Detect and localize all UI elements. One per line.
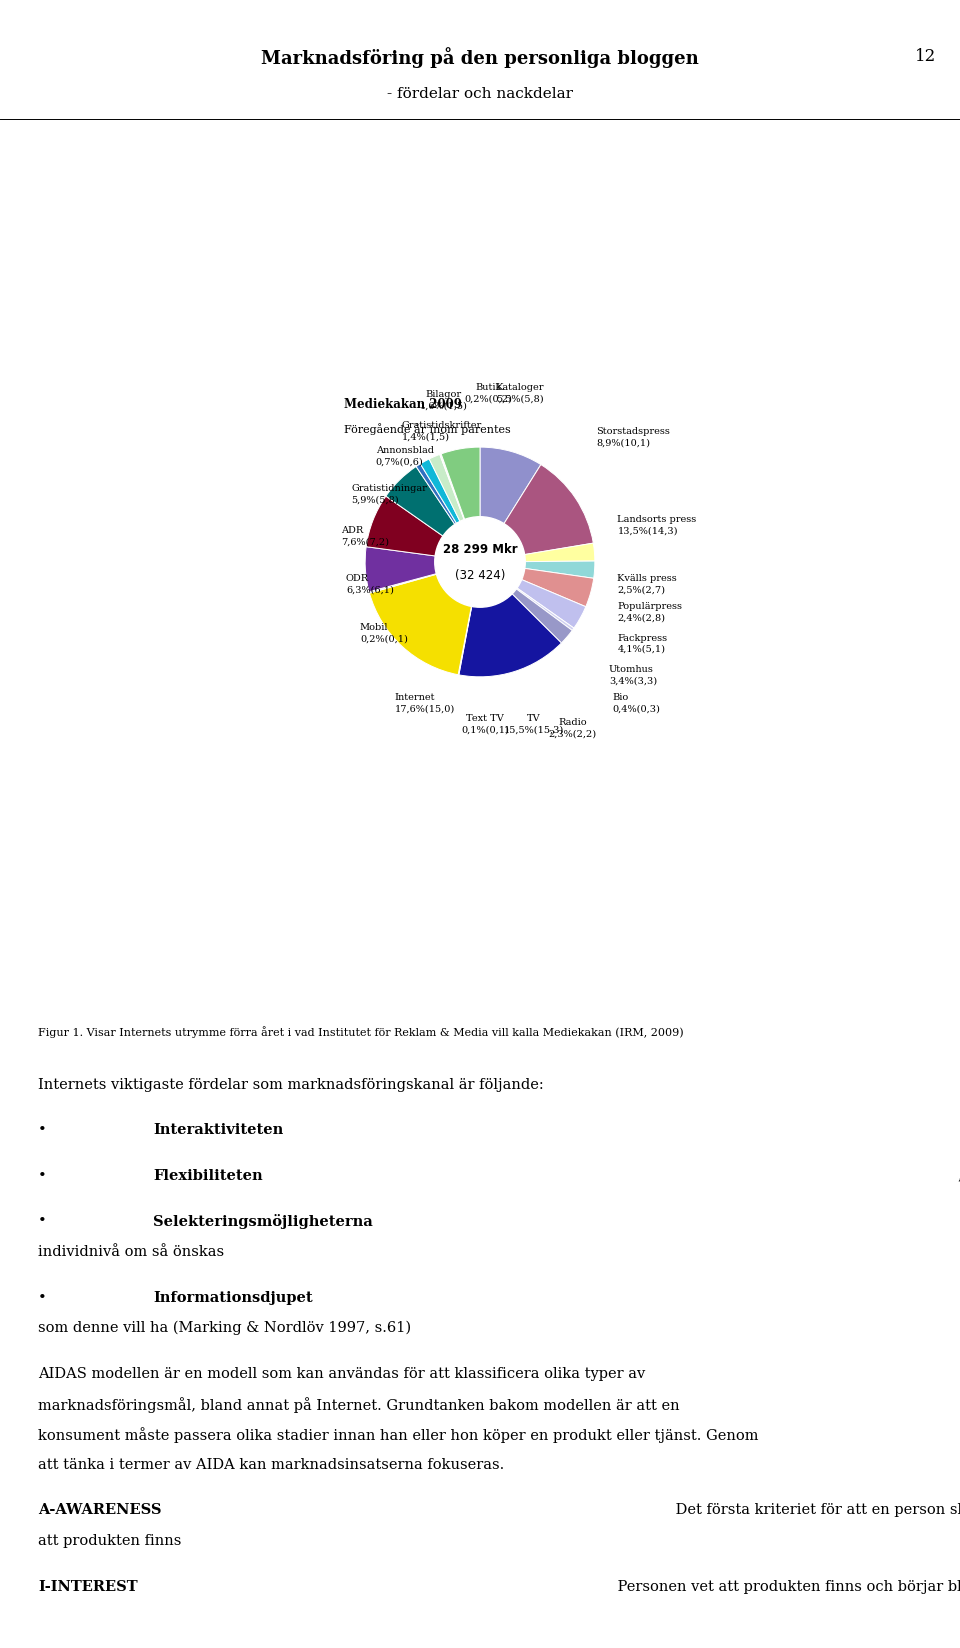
Wedge shape — [370, 562, 480, 674]
Wedge shape — [480, 562, 593, 606]
Wedge shape — [459, 562, 562, 677]
Text: Mobil
0,2%(0,1): Mobil 0,2%(0,1) — [360, 623, 408, 644]
Text: Det första kriteriet för att en person ska köpa en produkt är att denne vet om: Det första kriteriet för att en person s… — [671, 1503, 960, 1518]
Text: TV
15,5%(15,3): TV 15,5%(15,3) — [504, 714, 564, 735]
Text: •: • — [38, 1290, 52, 1305]
Text: Marknadsföring på den personliga bloggen: Marknadsföring på den personliga bloggen — [261, 48, 699, 69]
Wedge shape — [369, 562, 480, 593]
Text: , som gör det möjligt att enkelt testa sig fram till den bästa lösningen: , som gör det möjligt att enkelt testa s… — [958, 1168, 960, 1183]
Text: I-INTEREST: I-INTEREST — [38, 1579, 138, 1594]
Text: 28 299 Mkr: 28 299 Mkr — [443, 544, 517, 557]
Text: ODR
6,3%(6,1): ODR 6,3%(6,1) — [346, 575, 394, 595]
Text: (32 424): (32 424) — [455, 570, 505, 582]
Wedge shape — [480, 544, 595, 562]
Text: Selekteringsmöjligheterna: Selekteringsmöjligheterna — [154, 1215, 373, 1229]
Wedge shape — [480, 560, 595, 578]
Text: Personen vet att produkten finns och börjar bli intresserad: Personen vet att produkten finns och bör… — [613, 1579, 960, 1594]
Wedge shape — [480, 447, 540, 562]
Text: Informationsdjupet: Informationsdjupet — [154, 1290, 313, 1305]
Text: Annonsblad
0,7%(0,6): Annonsblad 0,7%(0,6) — [375, 445, 434, 466]
Text: att produkten finns: att produkten finns — [38, 1534, 181, 1547]
Wedge shape — [365, 547, 480, 592]
Text: Figur 1. Visar Internets utrymme förra året i vad Institutet för Reklam & Media : Figur 1. Visar Internets utrymme förra å… — [38, 1025, 684, 1038]
Text: Föregående år inom parentes: Föregående år inom parentes — [345, 424, 511, 435]
Text: Bilagor
1,6%(1,5): Bilagor 1,6%(1,5) — [420, 391, 468, 410]
Wedge shape — [480, 562, 572, 643]
Text: individnivå om så önskas: individnivå om så önskas — [38, 1244, 225, 1259]
Text: •: • — [38, 1215, 52, 1228]
Text: Bio
0,4%(0,3): Bio 0,4%(0,3) — [612, 692, 660, 714]
Text: 12: 12 — [915, 48, 936, 64]
Text: Butik
0,2%(0,2): Butik 0,2%(0,2) — [465, 382, 513, 404]
Text: som denne vill ha (Marking & Nordlöv 1997, s.61): som denne vill ha (Marking & Nordlöv 199… — [38, 1322, 412, 1335]
Text: Storstadspress
8,9%(10,1): Storstadspress 8,9%(10,1) — [596, 427, 670, 447]
Wedge shape — [480, 562, 574, 631]
Text: Mediekakan 2009: Mediekakan 2009 — [345, 399, 462, 412]
Text: Flexibiliteten: Flexibiliteten — [154, 1168, 263, 1183]
Wedge shape — [480, 465, 593, 562]
Text: Radio
2,3%(2,2): Radio 2,3%(2,2) — [548, 719, 596, 738]
Text: A-AWARENESS: A-AWARENESS — [38, 1503, 162, 1518]
Wedge shape — [386, 466, 480, 562]
Text: Landsorts press
13,5%(14,3): Landsorts press 13,5%(14,3) — [617, 516, 697, 536]
Text: Populärpress
2,4%(2,8): Populärpress 2,4%(2,8) — [617, 602, 683, 623]
Text: konsument måste passera olika stadier innan han eller hon köper en produkt eller: konsument måste passera olika stadier in… — [38, 1427, 759, 1444]
Wedge shape — [442, 447, 480, 562]
Wedge shape — [440, 453, 480, 562]
Text: Gratistidningar
5,9%(5,8): Gratistidningar 5,9%(5,8) — [351, 485, 427, 504]
Wedge shape — [458, 562, 480, 676]
Text: Interaktiviteten: Interaktiviteten — [154, 1124, 283, 1137]
Text: Gratistidskrifter
1,4%(1,5): Gratistidskrifter 1,4%(1,5) — [401, 422, 482, 442]
Text: •: • — [38, 1168, 52, 1183]
Text: ADR
7,6%(7,2): ADR 7,6%(7,2) — [341, 526, 389, 545]
Text: Kvälls press
2,5%(2,7): Kvälls press 2,5%(2,7) — [617, 575, 677, 595]
Wedge shape — [480, 562, 586, 628]
Text: •: • — [38, 1124, 52, 1137]
Text: att tänka i termer av AIDA kan marknadsinsatserna fokuseras.: att tänka i termer av AIDA kan marknadsi… — [38, 1458, 505, 1472]
Text: AIDAS modellen är en modell som kan användas för att klassificera olika typer av: AIDAS modellen är en modell som kan anvä… — [38, 1366, 646, 1381]
Wedge shape — [416, 463, 480, 562]
Wedge shape — [366, 496, 480, 562]
Text: Fackpress
4,1%(5,1): Fackpress 4,1%(5,1) — [617, 633, 667, 654]
Text: Utomhus
3,4%(3,3): Utomhus 3,4%(3,3) — [609, 664, 657, 686]
Text: marknadsföringsmål, bland annat på Internet. Grundtanken bakom modellen är att e: marknadsföringsmål, bland annat på Inter… — [38, 1398, 680, 1412]
Text: Kataloger
5,5%(5,8): Kataloger 5,5%(5,8) — [495, 382, 544, 404]
Wedge shape — [420, 458, 480, 562]
Text: Internet
17,6%(15,0): Internet 17,6%(15,0) — [395, 692, 455, 714]
Text: - fördelar och nackdelar: - fördelar och nackdelar — [387, 87, 573, 101]
Wedge shape — [429, 455, 480, 562]
Text: Internets viktigaste fördelar som marknadsföringskanal är följande:: Internets viktigaste fördelar som markna… — [38, 1078, 544, 1091]
Text: Text TV
0,1%(0,1): Text TV 0,1%(0,1) — [462, 714, 509, 735]
Circle shape — [435, 517, 525, 606]
